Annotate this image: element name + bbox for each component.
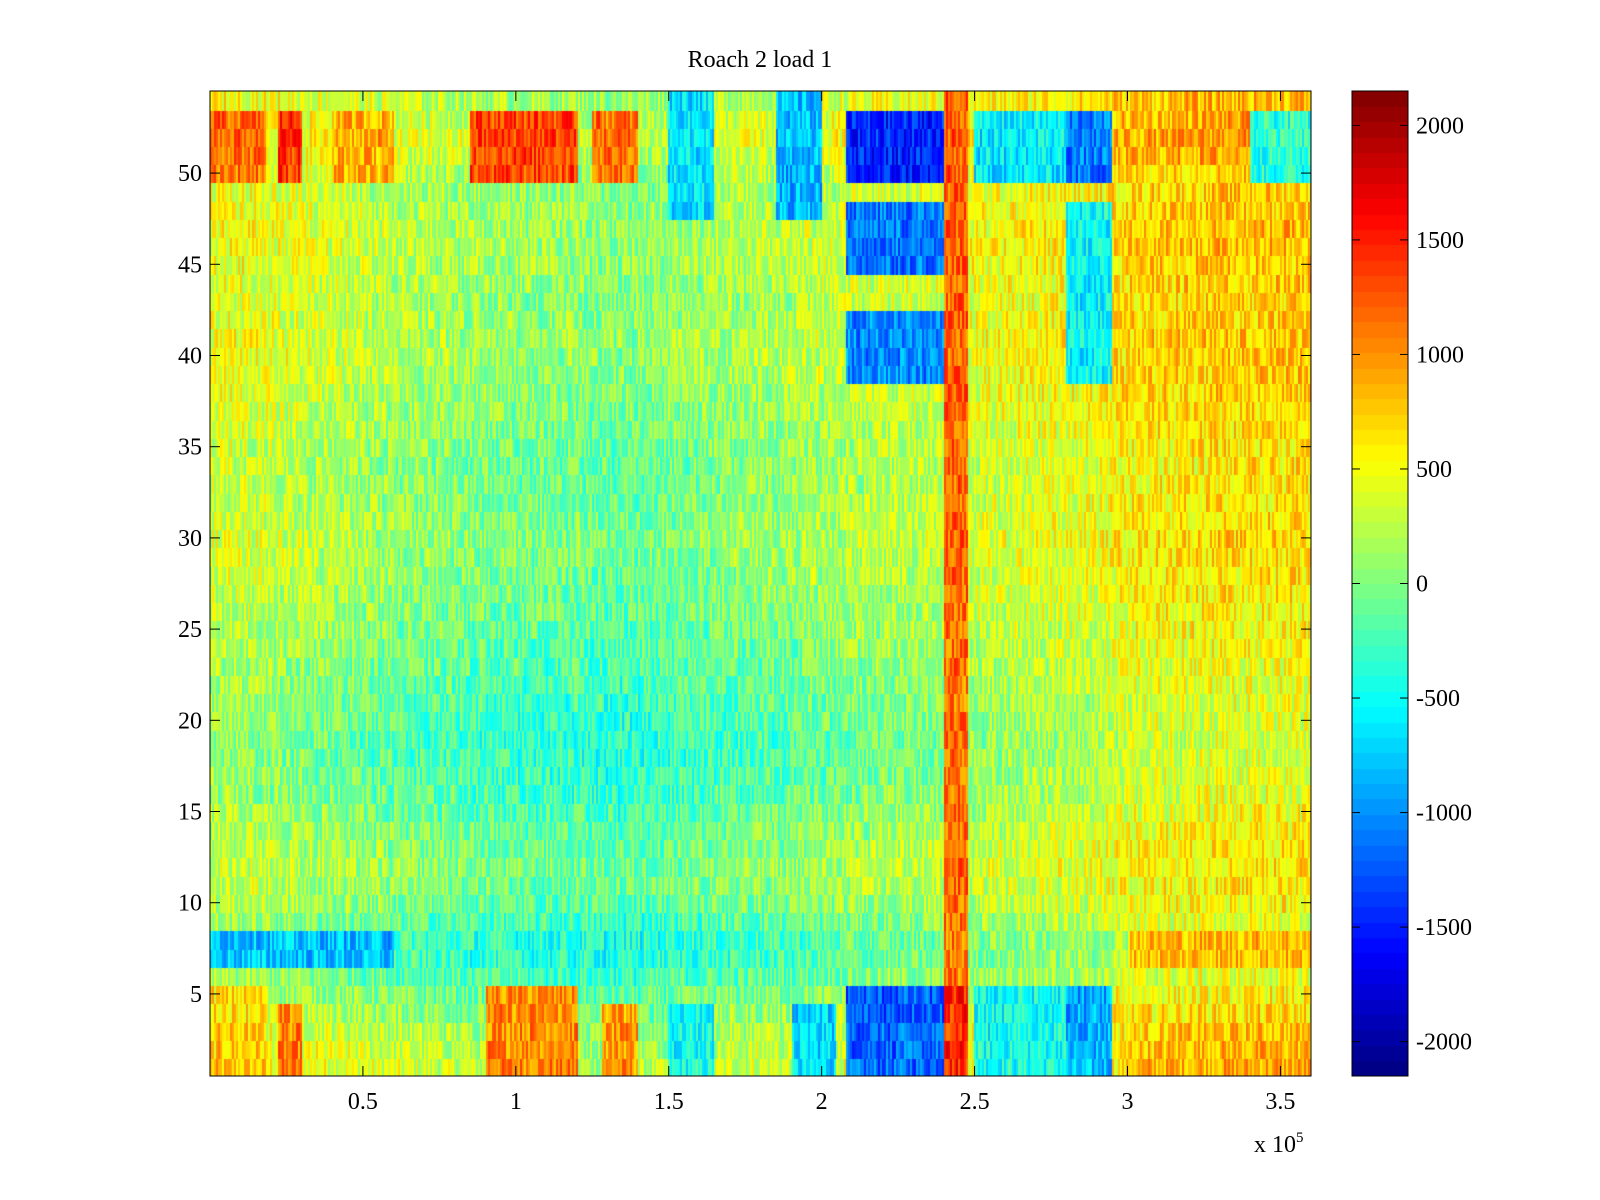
y-tick-label: 10 (178, 891, 202, 917)
y-tick-label: 20 (178, 708, 202, 734)
colorbar-tick-label: 1000 (1416, 342, 1464, 368)
y-axis: 5 10 15 20 25 30 35 40 45 50 (178, 161, 1311, 1008)
y-tick-label: 5 (190, 982, 202, 1008)
colorbar-axis: 2000 1500 1000 500 0 -500 -1000 -1500 -2000 (1352, 113, 1472, 1056)
y-tick-label: 40 (178, 343, 202, 369)
x-exponent-label: x 105 (1254, 1130, 1304, 1158)
x-tick-label: 3.5 (1265, 1089, 1295, 1115)
y-tick-label: 15 (178, 800, 202, 826)
colorbar-tick-label: 2000 (1416, 113, 1464, 139)
colorbar-frame (1351, 90, 1409, 1077)
heatmap-image (210, 91, 1311, 1076)
y-tick-label: 45 (178, 252, 202, 278)
x-exponent-power: 5 (1296, 1130, 1304, 1146)
y-tick-label: 30 (178, 526, 202, 552)
x-tick-label: 2 (816, 1089, 828, 1115)
colorbar-tick-label: 1500 (1416, 228, 1464, 254)
y-tick-label: 35 (178, 435, 202, 461)
colorbar-gradient (1352, 91, 1408, 1076)
y-tick-label: 50 (178, 161, 202, 187)
colorbar-tick-label: -2000 (1416, 1030, 1472, 1056)
x-exponent-base: x 10 (1254, 1132, 1296, 1158)
colorbar-tick-label: 500 (1416, 457, 1452, 483)
x-tick-label: 3 (1122, 1089, 1134, 1115)
x-tick-label: 1 (510, 1089, 522, 1115)
x-tick-label: 0.5 (348, 1089, 378, 1115)
chart-title: Roach 2 load 1 (688, 47, 833, 73)
x-tick-label: 2.5 (960, 1089, 990, 1115)
colorbar-tick-label: -1500 (1416, 915, 1472, 941)
plot-frame (209, 90, 1312, 1077)
colorbar-tick-label: 0 (1416, 572, 1428, 598)
y-tick-label: 25 (178, 617, 202, 643)
colorbar-tick-label: -500 (1416, 686, 1460, 712)
x-tick-label: 1.5 (654, 1089, 684, 1115)
x-axis: 0.5 1 1.5 2 2.5 3 3.5 (348, 91, 1295, 1115)
colorbar-tick-label: -1000 (1416, 801, 1472, 827)
